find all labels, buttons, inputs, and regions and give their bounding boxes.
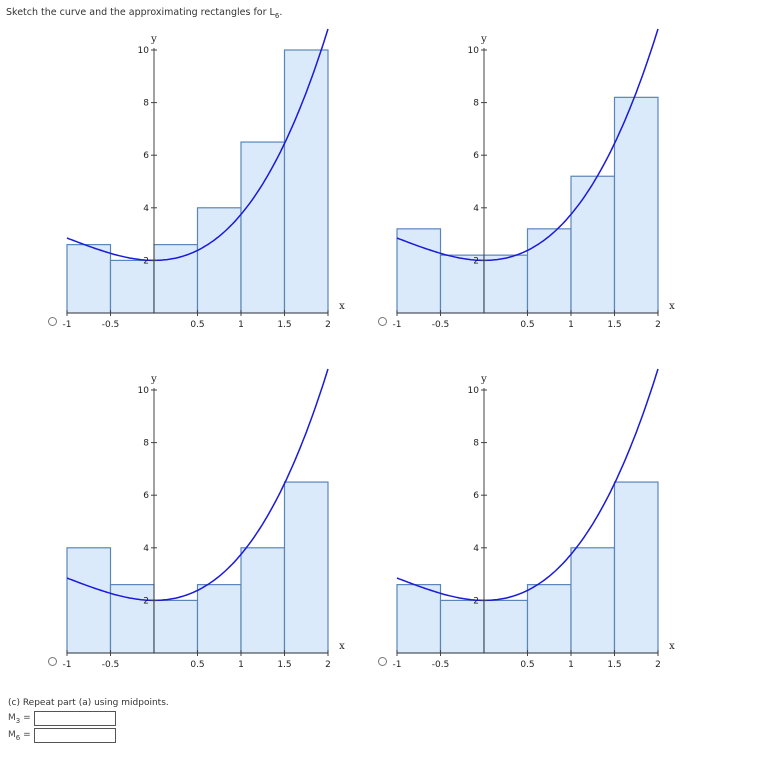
y-tick-label: 2 — [143, 256, 149, 266]
chart-option-4: -1 -0.5 0.5 1 1.5 2 2 4 6 8 10 x y — [393, 368, 675, 670]
prompt-subscript: 6 — [274, 11, 280, 20]
x-tick-label: 1 — [568, 320, 574, 330]
graph-option-1[interactable]: -1 -0.5 0.5 1 1.5 2 2 4 6 8 10 x y — [48, 28, 358, 335]
radio-option-4[interactable] — [378, 657, 387, 666]
question-prompt: Sketch the curve and the approximating r… — [6, 7, 282, 20]
x-axis-label: x — [339, 641, 345, 652]
radio-option-1[interactable] — [48, 317, 57, 326]
y-axis-label: y — [480, 34, 487, 45]
y-tick-label: 4 — [473, 204, 479, 214]
y-tick-label: 2 — [143, 596, 149, 606]
bar-1 — [396, 228, 442, 314]
x-tick-label: -0.5 — [102, 660, 120, 670]
x-axis-label: x — [669, 301, 675, 312]
chart-option-3: -1 -0.5 0.5 1 1.5 2 2 4 6 8 10 x y — [63, 368, 345, 670]
x-tick-label: 0.5 — [190, 320, 204, 330]
x-tick-label: 1.5 — [277, 320, 291, 330]
y-tick-label: 6 — [473, 151, 479, 161]
bar-4 — [526, 228, 572, 314]
bar-1 — [66, 244, 112, 314]
prompt-text: Sketch the curve and the approximating r… — [6, 7, 275, 18]
bar-6 — [283, 49, 329, 314]
bar-2 — [439, 599, 485, 654]
graph-option-2[interactable]: -1 -0.5 0.5 1 1.5 2 2 4 6 8 10 x y — [378, 28, 688, 335]
bar-2 — [109, 259, 155, 314]
y-axis-label: y — [480, 374, 487, 385]
bar-5 — [570, 547, 616, 654]
x-tick-label: 2 — [325, 660, 331, 670]
x-axis-label: x — [669, 641, 675, 652]
function-curve — [66, 28, 329, 262]
y-tick-label: 10 — [138, 386, 150, 396]
graph-option-3[interactable]: -1 -0.5 0.5 1 1.5 2 2 4 6 8 10 x y — [48, 368, 358, 675]
y-axis-label: y — [150, 34, 157, 45]
x-tick-label: -1 — [393, 320, 402, 330]
bar-3 — [153, 244, 199, 314]
y-tick-label: 6 — [143, 491, 149, 501]
prompt-end: . — [279, 7, 283, 18]
y-tick-label: 6 — [143, 151, 149, 161]
x-tick-label: 0.5 — [520, 320, 534, 330]
radio-option-3[interactable] — [48, 657, 57, 666]
part-c-prompt: (c) Repeat part (a) using midpoints. — [8, 698, 169, 708]
y-tick-label: 10 — [468, 46, 480, 56]
x-tick-label: -1 — [393, 660, 402, 670]
x-tick-label: 1.5 — [607, 660, 621, 670]
x-tick-label: 1.5 — [607, 320, 621, 330]
x-tick-label: -0.5 — [102, 320, 120, 330]
x-tick-label: -0.5 — [432, 320, 450, 330]
x-tick-label: 1 — [568, 660, 574, 670]
m6-label: M6 = — [8, 730, 31, 742]
x-tick-label: 1.5 — [277, 660, 291, 670]
bar-6 — [283, 481, 329, 654]
bar-4 — [196, 584, 242, 654]
y-tick-label: 10 — [138, 46, 150, 56]
function-curve — [396, 28, 659, 262]
bar-1 — [66, 547, 112, 654]
x-tick-label: 2 — [655, 660, 661, 670]
chart-option-2: -1 -0.5 0.5 1 1.5 2 2 4 6 8 10 x y — [393, 28, 675, 330]
bar-6 — [613, 481, 659, 654]
x-tick-label: 2 — [325, 320, 331, 330]
m3-label: M3 = — [8, 713, 31, 725]
bar-3 — [483, 599, 529, 654]
bar-5 — [240, 141, 286, 314]
x-tick-label: -1 — [63, 320, 72, 330]
y-tick-label: 2 — [473, 256, 479, 266]
y-tick-label: 2 — [473, 596, 479, 606]
bar-4 — [196, 207, 242, 314]
y-tick-label: 8 — [473, 99, 479, 109]
y-tick-label: 4 — [473, 544, 479, 554]
x-axis-label: x — [339, 301, 345, 312]
radio-option-2[interactable] — [378, 317, 387, 326]
y-tick-label: 8 — [473, 439, 479, 449]
x-tick-label: 0.5 — [520, 660, 534, 670]
bar-1 — [396, 584, 442, 654]
x-tick-label: -0.5 — [432, 660, 450, 670]
bar-5 — [570, 175, 616, 314]
y-tick-label: 6 — [473, 491, 479, 501]
function-curve — [396, 368, 659, 602]
bar-5 — [240, 547, 286, 654]
chart-option-1: -1 -0.5 0.5 1 1.5 2 2 4 6 8 10 x y — [63, 28, 345, 330]
bar-3 — [153, 599, 199, 654]
graph-option-4[interactable]: -1 -0.5 0.5 1 1.5 2 2 4 6 8 10 x y — [378, 368, 688, 675]
x-tick-label: -1 — [63, 660, 72, 670]
x-tick-label: 1 — [238, 660, 244, 670]
x-tick-label: 2 — [655, 320, 661, 330]
y-tick-label: 10 — [468, 386, 480, 396]
m3-input[interactable] — [34, 711, 116, 726]
function-curve — [66, 368, 329, 602]
bar-3 — [483, 254, 529, 314]
x-tick-label: 0.5 — [190, 660, 204, 670]
y-tick-label: 8 — [143, 99, 149, 109]
m6-input[interactable] — [34, 728, 116, 743]
x-tick-label: 1 — [238, 320, 244, 330]
y-tick-label: 4 — [143, 544, 149, 554]
y-tick-label: 8 — [143, 439, 149, 449]
y-tick-label: 4 — [143, 204, 149, 214]
bar-4 — [526, 584, 572, 654]
y-axis-label: y — [150, 374, 157, 385]
